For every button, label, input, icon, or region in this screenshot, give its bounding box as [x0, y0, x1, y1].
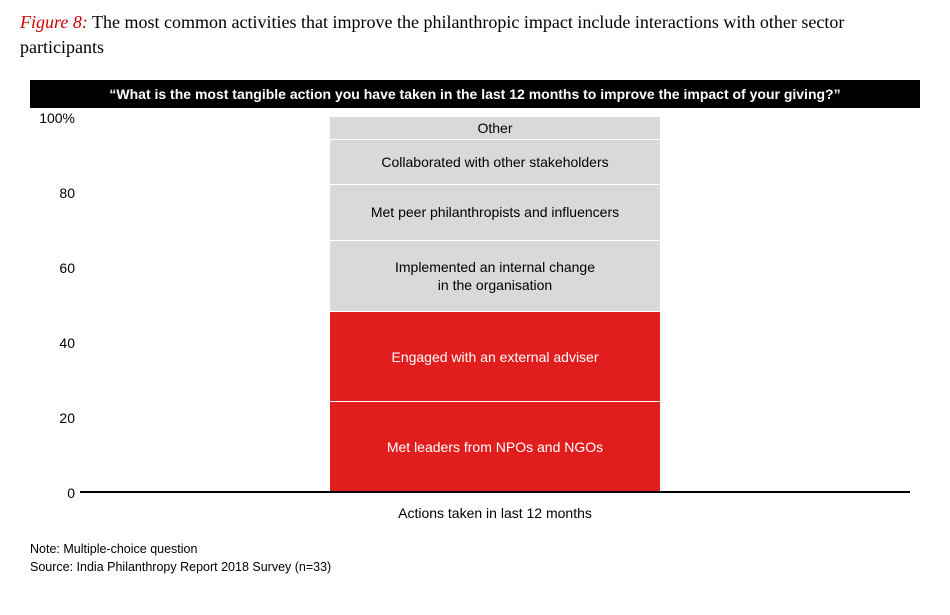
chart-area: OtherCollaborated with other stakeholder…: [30, 118, 920, 533]
bar-segment: Collaborated with other stakeholders: [330, 139, 660, 184]
bar-segment: Met peer philanthropists and influencers: [330, 184, 660, 240]
question-bar: “What is the most tangible action you ha…: [30, 80, 920, 108]
y-tick: 100%: [30, 110, 75, 126]
footnotes: Note: Multiple-choice question Source: I…: [30, 541, 920, 576]
y-tick: 60: [30, 260, 75, 276]
y-tick: 0: [30, 485, 75, 501]
stacked-bar: OtherCollaborated with other stakeholder…: [330, 116, 660, 491]
figure-title: Figure 8: The most common activities tha…: [20, 10, 930, 60]
y-tick: 80: [30, 185, 75, 201]
y-tick: 40: [30, 335, 75, 351]
bar-segment: Engaged with an external adviser: [330, 311, 660, 401]
x-axis-label: Actions taken in last 12 months: [80, 505, 910, 521]
bar-segment: Met leaders from NPOs and NGOs: [330, 401, 660, 491]
bar-segment: Implemented an internal changein the org…: [330, 240, 660, 311]
note-line-2: Source: India Philanthropy Report 2018 S…: [30, 559, 920, 577]
plot-region: OtherCollaborated with other stakeholder…: [80, 118, 910, 493]
figure-title-text: The most common activities that improve …: [20, 12, 844, 57]
y-tick: 20: [30, 410, 75, 426]
bar-segment: Other: [330, 116, 660, 139]
note-line-1: Note: Multiple-choice question: [30, 541, 920, 559]
figure-label: Figure 8:: [20, 12, 88, 32]
